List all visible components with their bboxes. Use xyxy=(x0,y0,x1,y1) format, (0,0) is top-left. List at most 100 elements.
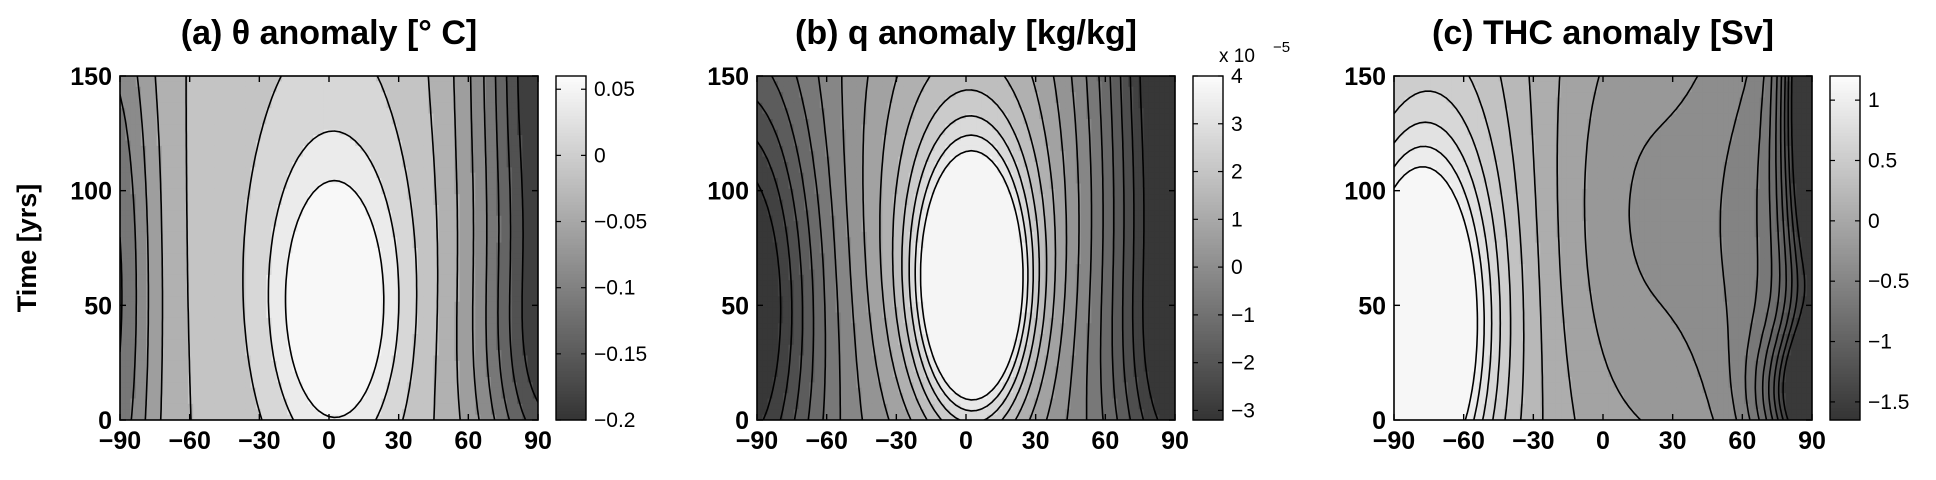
colorbar-tick-label: −2 xyxy=(1231,352,1255,375)
contour-line xyxy=(517,76,538,403)
contour-line xyxy=(862,76,1068,420)
colorbar: 4 3 2 1 0 −1 −2 −3 x 10 −5 xyxy=(1192,39,1290,422)
colorbar-tick-label: 2 xyxy=(1231,161,1243,184)
contour-line xyxy=(891,76,1048,420)
contour-line xyxy=(757,76,1145,420)
x-tick-label: 0 xyxy=(322,427,336,455)
contour-line xyxy=(1768,76,1787,420)
contour-line xyxy=(1394,145,1485,420)
y-tick-label: 0 xyxy=(735,407,749,435)
y-tick-label: 100 xyxy=(70,178,112,206)
colorbar-tick-label: −1 xyxy=(1231,304,1255,327)
x-tick-label: −30 xyxy=(238,427,280,455)
x-tick-label: 30 xyxy=(1022,427,1050,455)
x-tick-label: 60 xyxy=(1728,427,1756,455)
colorbar-frame xyxy=(555,75,587,421)
colorbar-tick-label: 3 xyxy=(1231,113,1243,136)
contour-field xyxy=(120,76,538,420)
contour-field xyxy=(1394,76,1812,420)
contour-line xyxy=(1556,76,1576,420)
contour-line xyxy=(154,76,461,420)
contour-line xyxy=(185,76,439,420)
contour-line xyxy=(1773,76,1793,420)
x-tick-label: 90 xyxy=(524,427,552,455)
x-tick-label: −60 xyxy=(168,427,210,455)
x-tick-label: 60 xyxy=(1091,427,1119,455)
x-tick-label: 60 xyxy=(454,427,482,455)
colorbar-tick-label: −1 xyxy=(1868,331,1892,354)
contour-line xyxy=(1583,76,1642,420)
colorbar-tick-label: −0.2 xyxy=(594,409,635,432)
contour-line xyxy=(919,149,1024,401)
colorbar: 1 0.5 0 −0.5 −1 −1.5 xyxy=(1829,75,1909,421)
colorbar-tick-label: −0.05 xyxy=(594,211,647,234)
x-tick-label: −90 xyxy=(736,427,778,455)
contour-line xyxy=(1394,90,1502,420)
y-tick-label: 150 xyxy=(1344,63,1386,91)
colorbar-multiplier-exponent: −5 xyxy=(1273,39,1290,56)
contour-line xyxy=(901,89,1041,420)
x-tick-label: −60 xyxy=(805,427,847,455)
colorbar-tick-label: −3 xyxy=(1231,399,1255,422)
x-tick-label: 30 xyxy=(385,427,413,455)
colorbar-multiplier: x 10 xyxy=(1219,46,1255,67)
y-axis-label: Time [yrs] xyxy=(12,184,42,313)
contour-field xyxy=(757,76,1175,420)
contour-line xyxy=(841,76,1080,420)
contour-line xyxy=(817,76,1093,420)
panel-title: (b) q anomaly [kg/kg] xyxy=(795,14,1137,52)
contour-line xyxy=(1499,76,1525,420)
panel-c: (c) THC anomaly [Sv] −90 −60 −30 0 30 60 90 0 50 1… xyxy=(1344,14,1909,455)
x-tick-label: −60 xyxy=(1442,427,1484,455)
colorbar-tick-label: 1 xyxy=(1231,208,1243,231)
contour-line xyxy=(284,179,385,419)
panel-title: (a) θ anomaly [° C] xyxy=(181,14,477,52)
y-tick-label: 100 xyxy=(707,178,749,206)
colorbar-tick-label: 0.5 xyxy=(1868,149,1897,172)
y-tick-label: 0 xyxy=(98,407,112,435)
contour-line xyxy=(505,76,527,420)
colorbar-tick-label: −0.1 xyxy=(594,277,635,300)
x-tick-label: 0 xyxy=(959,427,973,455)
y-tick-label: 0 xyxy=(1372,407,1386,435)
contour-line xyxy=(757,76,1132,420)
colorbar-frame xyxy=(1192,75,1224,421)
colorbar: 0.05 0 −0.05 −0.1 −0.15 −0.2 xyxy=(555,75,647,432)
contour-line xyxy=(242,76,418,420)
panel-title: (c) THC anomaly [Sv] xyxy=(1432,14,1774,52)
contour-line xyxy=(1394,121,1493,420)
y-tick-label: 50 xyxy=(84,292,112,320)
contour-line xyxy=(770,76,1119,420)
y-tick-label: 150 xyxy=(70,63,112,91)
x-tick-label: −90 xyxy=(1373,427,1415,455)
colorbar-tick-label: 1 xyxy=(1868,89,1880,112)
contour-line xyxy=(1528,76,1544,420)
contour-line xyxy=(120,76,496,420)
contour-line xyxy=(1628,76,1715,420)
colorbar-tick-label: 0 xyxy=(1231,256,1243,279)
y-tick-label: 50 xyxy=(1358,292,1386,320)
y-tick-label: 150 xyxy=(707,63,749,91)
colorbar-tick-label: 0 xyxy=(1868,210,1880,233)
contour-line xyxy=(1754,76,1773,420)
panel-a: (a) θ anomaly [° C] Time [yrs] −90 −60 −30 0 3… xyxy=(12,14,647,455)
colorbar-frame xyxy=(1829,75,1861,421)
contour-line xyxy=(136,76,480,420)
contour-line xyxy=(1761,76,1781,420)
x-tick-label: 0 xyxy=(1596,427,1610,455)
contour-line xyxy=(757,76,1159,420)
x-tick-label: −30 xyxy=(1512,427,1554,455)
contour-line xyxy=(795,76,1104,420)
contour-line xyxy=(1468,76,1512,420)
contour-line xyxy=(1777,76,1799,420)
y-tick-label: 50 xyxy=(721,292,749,320)
colorbar-tick-label: 0 xyxy=(594,144,606,167)
contour-line xyxy=(1782,76,1806,420)
colorbar-tick-label: 0.05 xyxy=(594,78,635,101)
contour-line xyxy=(267,130,400,420)
x-tick-label: −30 xyxy=(875,427,917,455)
colorbar-tick-label: −0.15 xyxy=(594,343,647,366)
contour-line xyxy=(908,115,1034,420)
colorbar-tick-label: −1.5 xyxy=(1868,391,1909,414)
colorbar-tick-label: −0.5 xyxy=(1868,270,1909,293)
